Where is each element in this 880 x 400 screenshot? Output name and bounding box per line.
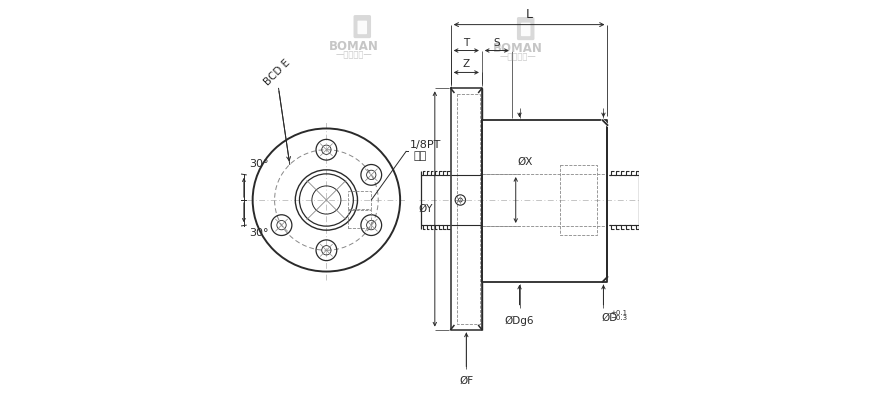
- Text: S: S: [494, 38, 500, 48]
- Text: L: L: [525, 8, 532, 21]
- Text: ØF: ØF: [459, 375, 473, 385]
- Bar: [348, 191, 371, 209]
- Text: —勃曼工业—: —勃曼工业—: [499, 52, 536, 62]
- Text: 30°: 30°: [249, 159, 269, 169]
- Text: ØDg6: ØDg6: [505, 316, 534, 326]
- Text: ØX: ØX: [517, 157, 533, 167]
- Text: BOMAN: BOMAN: [493, 42, 543, 55]
- Text: T: T: [463, 38, 469, 48]
- Bar: [348, 210, 371, 228]
- FancyBboxPatch shape: [357, 21, 367, 34]
- Text: ØY: ØY: [418, 204, 433, 214]
- Text: BOMAN: BOMAN: [329, 40, 379, 53]
- Text: −0.3: −0.3: [610, 315, 627, 321]
- Text: Z: Z: [463, 60, 470, 70]
- Text: 30°: 30°: [249, 228, 269, 238]
- FancyBboxPatch shape: [517, 17, 534, 40]
- Text: 1/8PT: 1/8PT: [410, 140, 442, 150]
- Text: BCD E: BCD E: [262, 58, 292, 87]
- Text: —勃曼工业—: —勃曼工业—: [336, 50, 372, 60]
- Text: 油孔: 油孔: [414, 151, 427, 161]
- FancyBboxPatch shape: [354, 15, 371, 38]
- Text: ØD: ØD: [602, 312, 618, 322]
- FancyBboxPatch shape: [521, 23, 531, 36]
- Text: +0.1: +0.1: [610, 310, 627, 316]
